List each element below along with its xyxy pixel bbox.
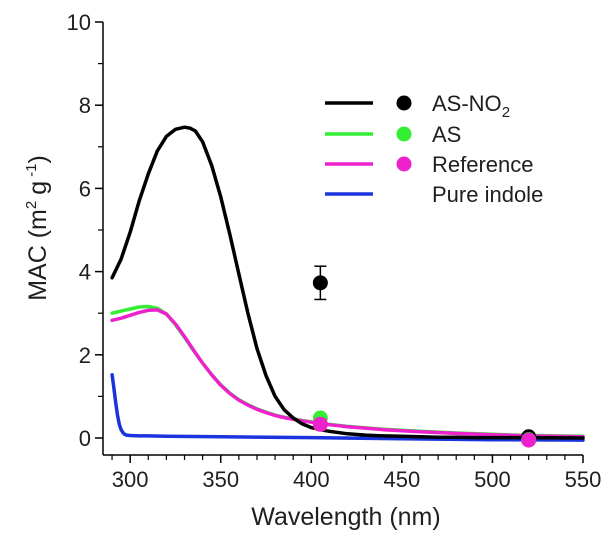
- series-line-as: [110, 304, 585, 439]
- x-tick-label: 500: [474, 467, 511, 492]
- data-point-reference: [312, 416, 328, 432]
- series-line-pure-indole: [110, 373, 585, 442]
- x-tick-label: 450: [384, 467, 421, 492]
- series-line-reference: [110, 308, 585, 439]
- series-line-as-no2: [110, 125, 585, 440]
- x-tick-label: 350: [202, 467, 239, 492]
- legend-label-main: Pure indole: [432, 182, 543, 207]
- x-tick-label: 300: [112, 467, 149, 492]
- legend-label-subscript: 2: [502, 104, 510, 121]
- y-tick-label: 8: [79, 93, 91, 118]
- y-axis-title-exponent-2: -1: [23, 164, 40, 177]
- y-tick-label: 2: [79, 343, 91, 368]
- y-axis-title-prefix: MAC (m: [24, 209, 52, 301]
- legend-marker-reference: [396, 156, 412, 172]
- legend-label-pure-indole: Pure indole: [432, 182, 543, 207]
- plot-area: [110, 125, 585, 448]
- x-axis-title: Wavelength (nm): [251, 503, 440, 531]
- legend-marker-as-no2: [396, 95, 412, 111]
- legend-label-main: AS: [432, 122, 461, 147]
- y-tick-label: 6: [79, 176, 91, 201]
- data-point-reference: [521, 432, 537, 448]
- x-tick-label: 400: [293, 467, 330, 492]
- data-point-as-no2: [312, 275, 328, 291]
- legend-label-main: AS-NO: [432, 91, 502, 116]
- y-tick-label: 0: [79, 426, 91, 451]
- legend-label-reference: Reference: [432, 152, 534, 177]
- legend-marker-as: [396, 126, 412, 142]
- legend-label-as-no2: AS-NO2: [432, 91, 510, 121]
- legend-label-main: Reference: [432, 152, 534, 177]
- y-axis-title-unit: g: [24, 181, 52, 195]
- x-tick-label: 550: [565, 467, 602, 492]
- y-axis-title: MAC (m2 g -1): [23, 155, 52, 301]
- y-axis-title-exponent-1: 2: [23, 201, 40, 209]
- axes: 0 2 4 6 8 10 300 350 400 450 500 550: [67, 10, 602, 492]
- y-axis-title-suffix: ): [24, 155, 52, 163]
- legend-label-as: AS: [432, 122, 461, 147]
- y-tick-label: 10: [67, 10, 91, 35]
- y-tick-label: 4: [79, 260, 91, 285]
